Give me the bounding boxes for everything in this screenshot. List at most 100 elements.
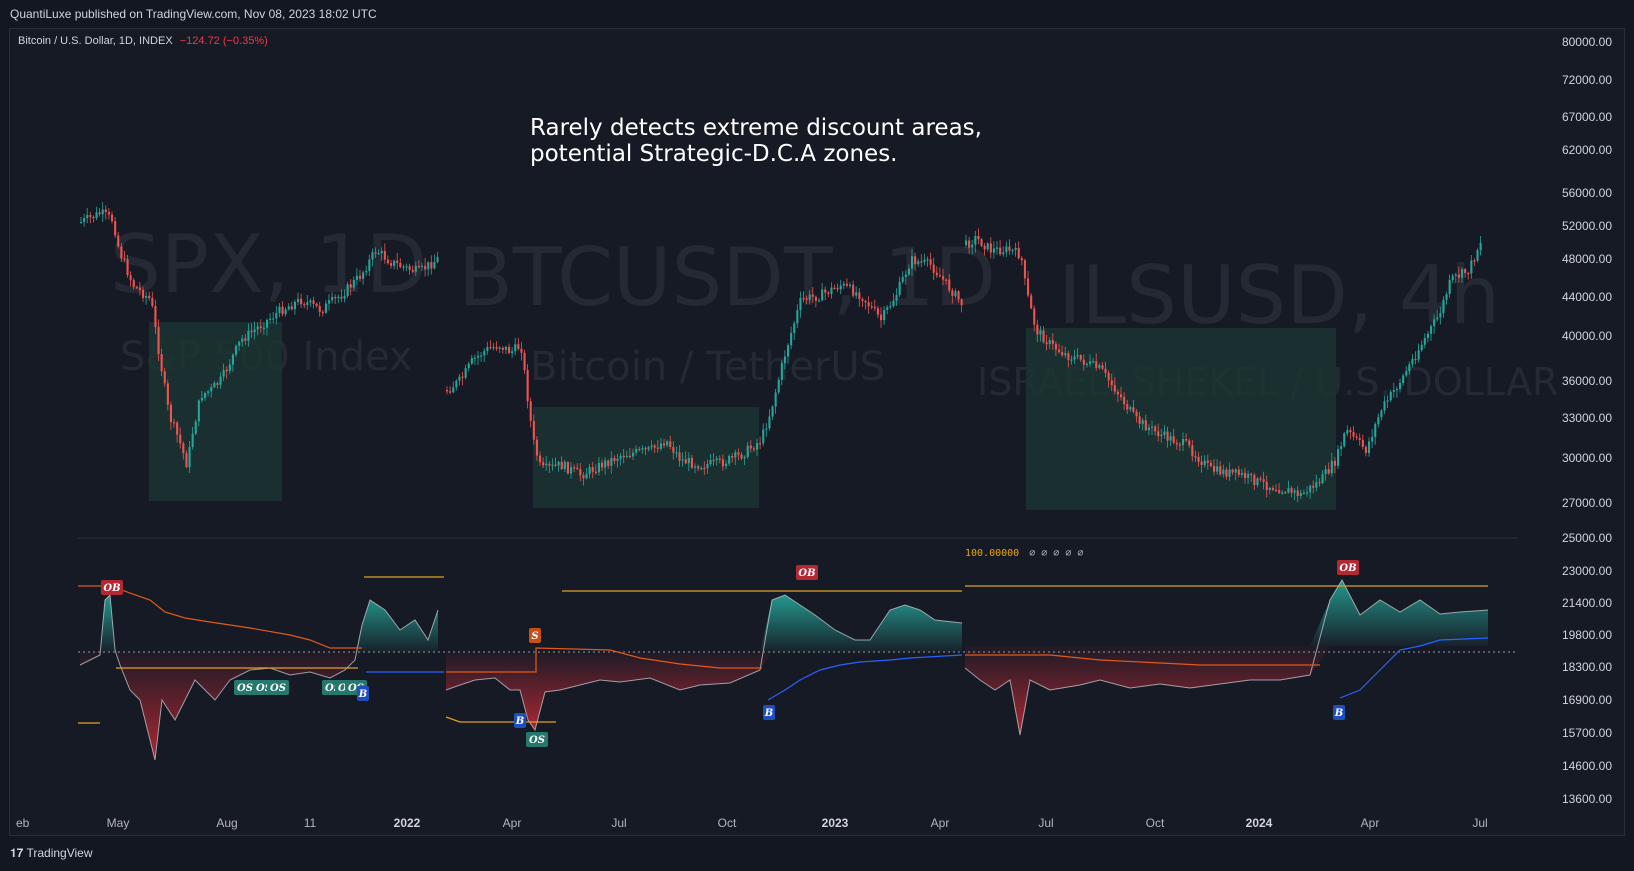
price-axis-label: 14600.00 (1562, 759, 1612, 773)
candle-body (1005, 246, 1008, 253)
signal-badge-label: B (515, 716, 524, 727)
candle-body (783, 356, 786, 364)
candle-body (864, 300, 867, 303)
candle-body (452, 387, 455, 393)
candle-body (690, 457, 693, 468)
signal-badge-b (357, 686, 369, 701)
candle-body (197, 400, 200, 422)
candle-body (1182, 438, 1185, 446)
candle-body (1262, 479, 1265, 482)
time-axis-label: 2024 (1246, 816, 1273, 830)
candle-body (1439, 313, 1442, 318)
price-axis-label: 62000.00 (1562, 143, 1612, 157)
indicator-zero-values: ∅ ∅ ∅ ∅ ∅ (1029, 548, 1084, 559)
candle-body (1454, 274, 1457, 276)
candle-body (808, 294, 811, 300)
candle-body (1231, 469, 1234, 473)
candle-body (328, 300, 331, 304)
candle-body (480, 355, 483, 357)
candle-body (1330, 460, 1333, 474)
candle-body (1355, 436, 1358, 438)
candle-body (1259, 478, 1262, 480)
os-level-line (965, 654, 1320, 666)
price-axis-label: 56000.00 (1562, 186, 1612, 200)
time-axis-label: eb (16, 816, 30, 830)
candle-body (700, 467, 703, 470)
candle-body (1327, 469, 1330, 474)
price-axis-label: 52000.00 (1562, 219, 1612, 233)
price-axis-label: 80000.00 (1562, 35, 1612, 49)
candle-body (591, 466, 594, 472)
price-axis-label: 23000.00 (1562, 564, 1612, 578)
candle-body (1430, 326, 1433, 334)
candle-body (281, 306, 284, 315)
candle-body (1408, 364, 1411, 372)
time-axis-label: Jul (1038, 816, 1053, 830)
candle-body (1479, 242, 1482, 251)
candle-body (346, 284, 349, 296)
candle-body (1011, 250, 1014, 252)
oscillator-line (964, 578, 1489, 736)
indicator-levels (78, 576, 1518, 724)
candle-body (495, 347, 498, 349)
candle-body (1085, 363, 1088, 366)
candle-body (1073, 356, 1076, 360)
candle-body (1395, 388, 1398, 391)
time-axis[interactable]: eb May Aug 11 2022 Apr Jul Oct 2023 Apr Jul Oct 2024… (16, 816, 1488, 830)
candle-body (1374, 424, 1377, 437)
candle-body (1076, 355, 1079, 357)
candle-body (526, 369, 529, 402)
candle-body (811, 294, 814, 297)
candle-body (1278, 490, 1281, 493)
candle-body (377, 253, 380, 255)
candle-body (768, 416, 771, 429)
candle-body (1033, 308, 1036, 325)
candle-body (318, 306, 321, 312)
candle-body (796, 310, 799, 324)
candle-body (1265, 481, 1268, 491)
candle-body (765, 428, 768, 430)
candle-body (1321, 474, 1324, 484)
candle-body (427, 262, 430, 270)
candle-body (1002, 252, 1005, 255)
candle-body (461, 376, 464, 378)
candle-body (244, 338, 247, 341)
candle-body (470, 358, 473, 364)
candle-body (932, 264, 935, 273)
candle-body (275, 312, 278, 319)
candle-body (771, 406, 774, 417)
indicator-level-label: 100.00000 (965, 548, 1020, 559)
candle-body (697, 466, 700, 469)
candle-body (1383, 401, 1386, 411)
candle-body (231, 354, 234, 365)
candle-body (777, 379, 780, 393)
candle-body (638, 448, 641, 451)
candle-body (1135, 411, 1138, 417)
publisher-text: QuantiLuxe published on TradingView.com,… (10, 7, 377, 21)
candle-body (1337, 449, 1340, 466)
candle-body (1132, 407, 1135, 412)
candle-body (675, 452, 678, 454)
candle-body (601, 462, 604, 468)
oscillator-area (79, 578, 1489, 761)
price-axis[interactable]: 80000.00 72000.00 67000.00 62000.00 56000.00… (1562, 35, 1612, 806)
candle-body (1448, 279, 1451, 295)
symbol-legend[interactable]: Bitcoin / U.S. Dollar, 1D, INDEX −124.72… (18, 35, 268, 47)
candle-body (1318, 482, 1321, 484)
signal-badge-label: OS (348, 683, 364, 694)
candle-body (1343, 433, 1346, 447)
signal-badge-os (234, 680, 256, 695)
candle-body (1287, 488, 1290, 493)
candle-body (756, 443, 759, 450)
candle-body (1442, 299, 1445, 314)
tradingview-logo[interactable]: 𝟏𝟕 TradingView (10, 846, 93, 861)
signal-badge-label: B (1334, 708, 1343, 719)
candle-body (1476, 250, 1479, 261)
candle-body (653, 445, 656, 448)
candle-body (852, 284, 855, 296)
candle-body (880, 314, 883, 321)
candle-body (1392, 390, 1395, 392)
candle-body (436, 257, 439, 262)
candle-body (1436, 317, 1439, 320)
